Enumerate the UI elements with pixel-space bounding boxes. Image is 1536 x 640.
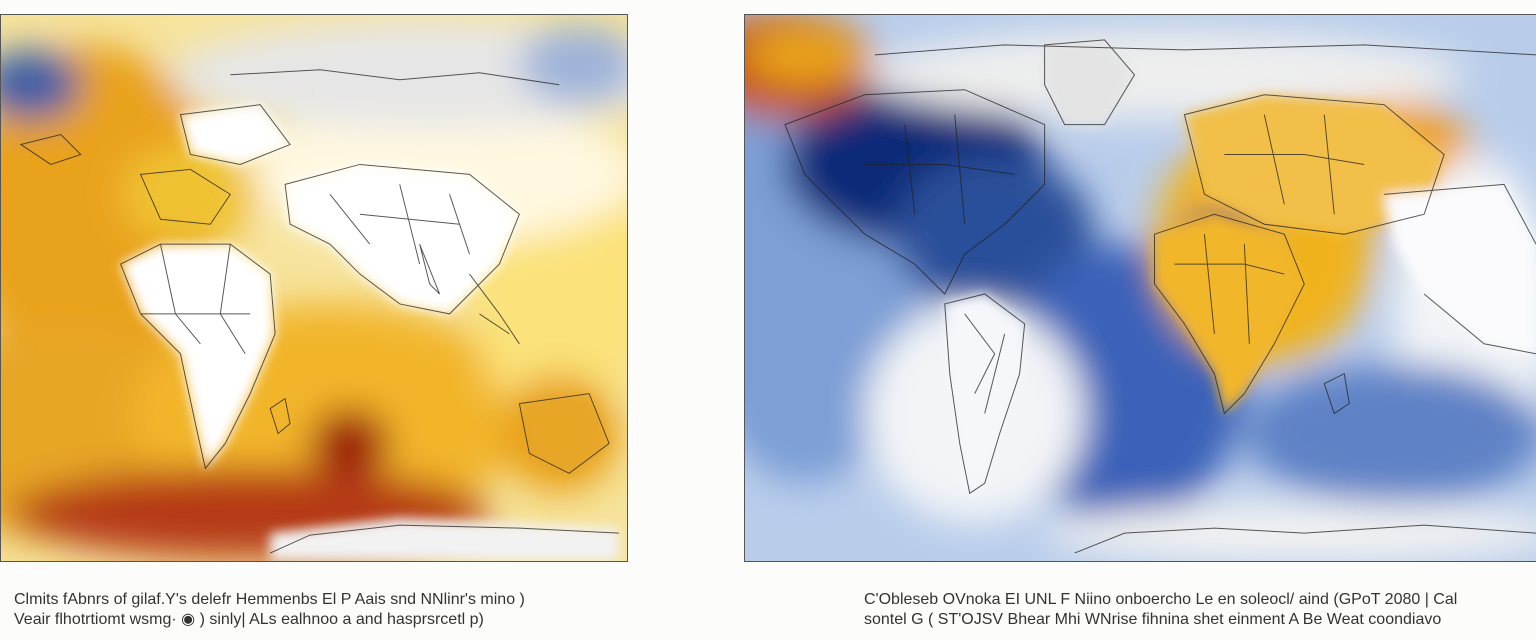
left-coastlines xyxy=(19,69,620,554)
left-climate-map xyxy=(0,14,628,562)
left-map-caption: Clmits fAbnrs of gilaf.Y's delefr Hemmen… xyxy=(14,590,614,630)
right-map-canvas xyxy=(745,15,1536,561)
right-caption-line-2: sontel G ( ST'OJSV Bhear Mhi WNrise fihn… xyxy=(864,611,1442,628)
left-caption-line-2: Veair flhotrtiomt wsmg· ◉ ) sinly| ALs e… xyxy=(14,611,484,628)
right-map-caption: C'Obleseb OVnoka EI UNL F Niino onboerch… xyxy=(864,590,1536,630)
right-coastlines xyxy=(784,39,1536,554)
right-caption-line-1: C'Obleseb OVnoka EI UNL F Niino onboerch… xyxy=(864,591,1458,608)
left-land-masses xyxy=(120,104,620,561)
left-map-canvas xyxy=(1,15,627,561)
right-climate-map xyxy=(744,14,1536,562)
left-caption-line-1: Clmits fAbnrs of gilaf.Y's delefr Hemmen… xyxy=(14,591,525,608)
